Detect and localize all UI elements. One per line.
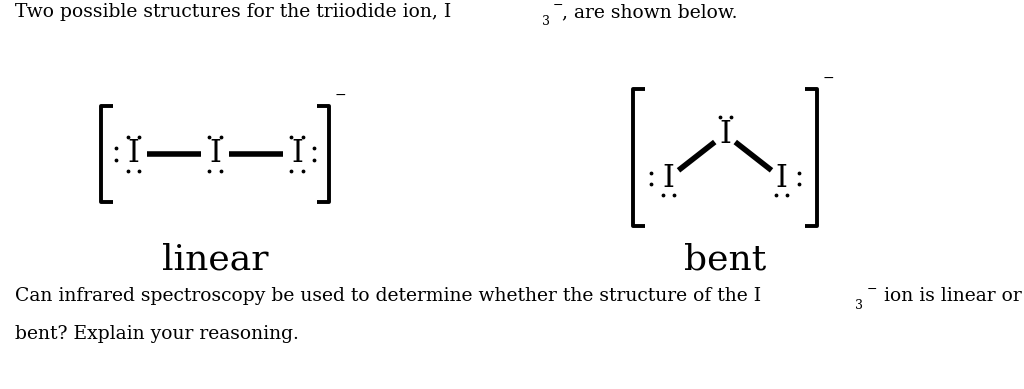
Text: −: − — [867, 283, 878, 296]
Text: I: I — [291, 138, 303, 170]
Text: I: I — [776, 163, 787, 194]
Text: 3: 3 — [855, 299, 863, 312]
Text: I: I — [209, 138, 221, 170]
Text: bent: bent — [684, 242, 766, 276]
Text: , are shown below.: , are shown below. — [562, 3, 737, 21]
Text: −: − — [553, 0, 563, 12]
Text: −: − — [335, 88, 347, 102]
Text: 3: 3 — [542, 15, 550, 28]
Text: −: − — [822, 71, 835, 85]
Text: I: I — [663, 163, 674, 194]
Text: I: I — [127, 138, 139, 170]
Text: Two possible structures for the triiodide ion, I: Two possible structures for the triiodid… — [15, 3, 452, 21]
Text: bent? Explain your reasoning.: bent? Explain your reasoning. — [15, 325, 299, 343]
Text: linear: linear — [162, 242, 268, 276]
Text: ion is linear or: ion is linear or — [878, 287, 1022, 305]
Text: I: I — [719, 119, 731, 149]
Text: Can infrared spectroscopy be used to determine whether the structure of the I: Can infrared spectroscopy be used to det… — [15, 287, 761, 305]
